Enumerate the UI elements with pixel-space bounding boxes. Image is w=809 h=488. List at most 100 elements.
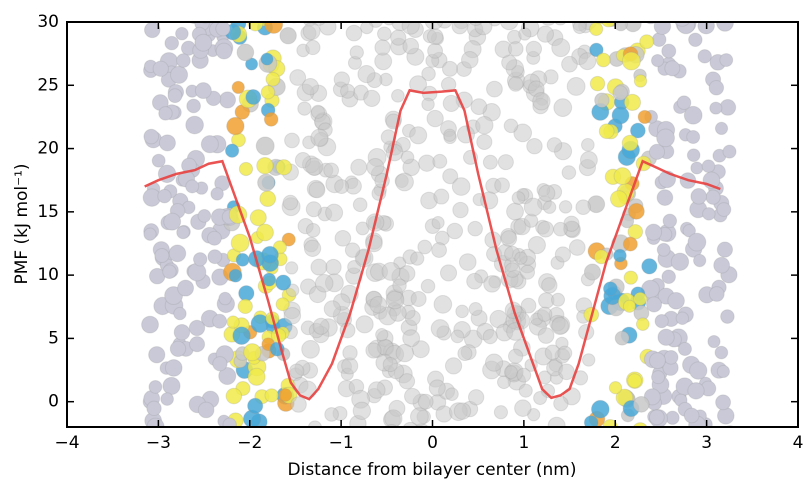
background-bead bbox=[404, 387, 421, 405]
background-bead bbox=[284, 132, 300, 149]
background-bead bbox=[146, 400, 162, 417]
background-bead bbox=[506, 202, 524, 221]
background-bead bbox=[175, 26, 189, 41]
background-bead bbox=[257, 173, 276, 192]
background-bead bbox=[553, 395, 569, 412]
background-bead bbox=[483, 275, 501, 293]
background-bead bbox=[594, 92, 610, 108]
background-bead bbox=[247, 397, 264, 414]
background-bead bbox=[167, 88, 183, 104]
background-bead bbox=[663, 349, 679, 365]
background-bead bbox=[324, 407, 339, 422]
background-bead bbox=[264, 388, 279, 403]
background-bead bbox=[310, 128, 329, 147]
background-bead bbox=[275, 159, 292, 176]
background-bead bbox=[285, 261, 299, 275]
background-bead bbox=[148, 379, 163, 394]
background-bead bbox=[486, 80, 503, 98]
background-bead bbox=[263, 112, 279, 127]
background-bead bbox=[245, 89, 262, 106]
background-bead bbox=[259, 190, 277, 208]
background-bead bbox=[514, 251, 528, 265]
background-bead bbox=[627, 373, 643, 389]
background-bead bbox=[445, 387, 459, 401]
background-bead bbox=[455, 304, 469, 319]
background-bead bbox=[673, 22, 691, 27]
background-bead bbox=[648, 143, 666, 160]
background-bead bbox=[507, 348, 524, 364]
background-bead bbox=[612, 85, 629, 101]
background-bead bbox=[188, 319, 206, 337]
background-bead bbox=[633, 291, 648, 306]
background-bead bbox=[260, 52, 274, 66]
background-bead bbox=[400, 150, 415, 165]
background-bead bbox=[613, 22, 628, 32]
background-bead bbox=[395, 172, 414, 192]
y-tick-label: 5 bbox=[48, 328, 59, 348]
background-bead bbox=[225, 387, 243, 405]
background-bead bbox=[627, 202, 645, 220]
background-bead bbox=[611, 106, 630, 125]
background-bead bbox=[580, 137, 595, 152]
background-bead bbox=[186, 98, 201, 114]
y-tick-label: 20 bbox=[37, 139, 59, 159]
background-bead bbox=[493, 405, 509, 420]
background-bead bbox=[417, 393, 434, 410]
background-bead bbox=[590, 399, 610, 419]
background-bead bbox=[398, 373, 416, 390]
background-bead bbox=[518, 383, 533, 398]
background-bead bbox=[608, 381, 623, 395]
background-bead bbox=[644, 223, 663, 241]
background-bead bbox=[164, 35, 180, 51]
background-bead bbox=[690, 188, 708, 205]
background-bead bbox=[583, 263, 602, 281]
background-bead bbox=[451, 177, 471, 196]
background-bead bbox=[675, 311, 690, 325]
background-bead bbox=[497, 154, 514, 171]
background-bead bbox=[303, 239, 322, 257]
background-bead bbox=[218, 366, 237, 386]
background-bead bbox=[687, 232, 707, 252]
background-bead bbox=[301, 340, 320, 359]
background-bead bbox=[307, 420, 323, 427]
background-bead bbox=[194, 82, 212, 100]
background-bead bbox=[453, 402, 472, 420]
background-bead bbox=[357, 65, 376, 84]
background-bead bbox=[554, 246, 572, 263]
background-bead bbox=[475, 116, 494, 135]
background-bead bbox=[238, 285, 255, 302]
background-bead bbox=[575, 199, 592, 216]
background-bead bbox=[523, 197, 543, 217]
background-bead bbox=[222, 417, 237, 427]
background-bead bbox=[609, 190, 628, 208]
background-bead bbox=[310, 104, 325, 119]
x-axis-label: Distance from bilayer center (nm) bbox=[288, 460, 577, 480]
background-bead bbox=[627, 223, 644, 240]
background-bead bbox=[709, 101, 723, 115]
background-bead bbox=[632, 422, 648, 427]
background-bead bbox=[215, 22, 231, 37]
background-bead bbox=[551, 38, 571, 58]
background-bead bbox=[297, 101, 312, 116]
background-bead bbox=[218, 291, 232, 306]
background-bead bbox=[402, 421, 419, 427]
background-bead bbox=[426, 109, 444, 128]
background-bead bbox=[334, 229, 352, 247]
background-bead bbox=[420, 278, 436, 294]
background-bead bbox=[520, 297, 537, 314]
background-bead bbox=[355, 315, 374, 334]
background-bead bbox=[382, 356, 398, 373]
background-bead bbox=[715, 394, 732, 411]
background-bead bbox=[651, 32, 667, 47]
background-bead bbox=[648, 352, 666, 370]
background-bead bbox=[457, 345, 473, 362]
background-bead bbox=[654, 313, 669, 329]
background-bead bbox=[381, 261, 401, 281]
background-bead bbox=[614, 330, 630, 346]
background-bead bbox=[173, 306, 187, 321]
background-bead bbox=[525, 40, 543, 58]
background-bead bbox=[561, 165, 577, 180]
background-bead bbox=[656, 189, 674, 206]
background-bead bbox=[476, 133, 493, 150]
